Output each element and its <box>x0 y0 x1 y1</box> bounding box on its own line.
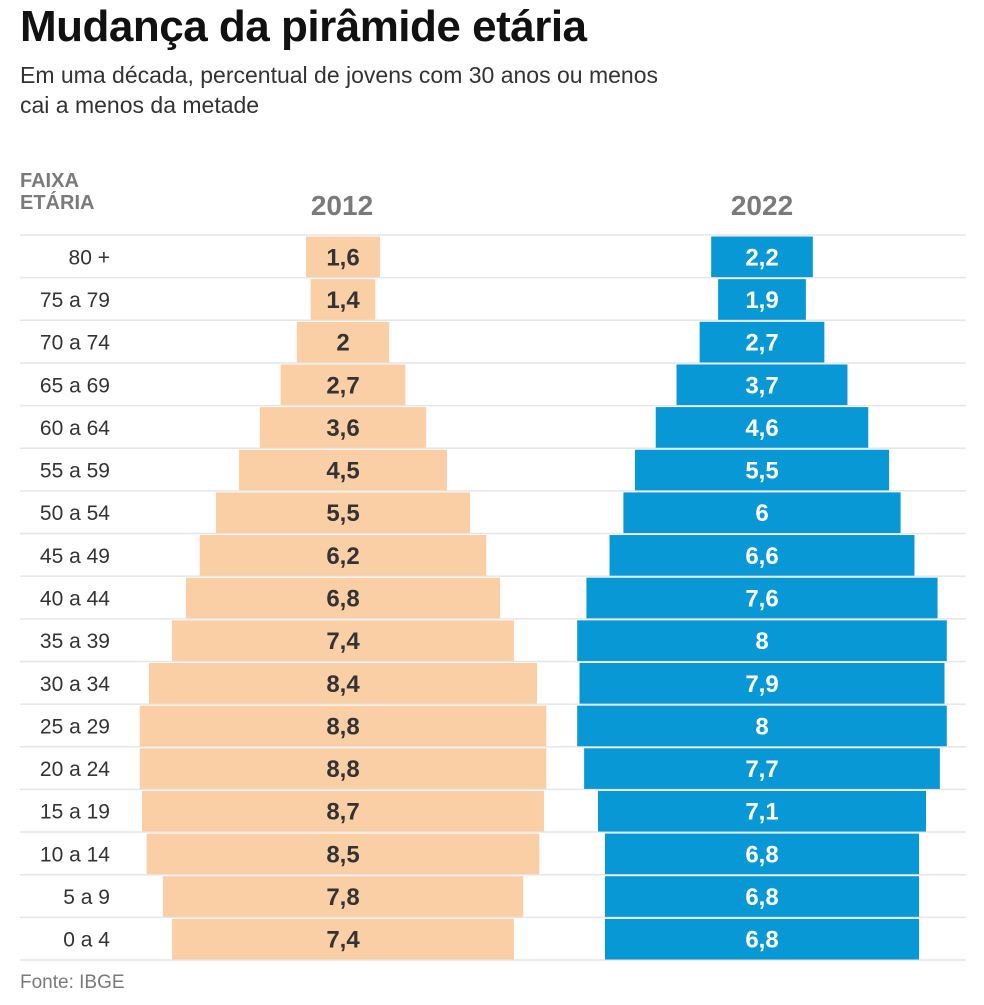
data-label-2012: 8,4 <box>326 671 360 698</box>
category-label: 80 + <box>69 246 110 269</box>
bar-2022 <box>597 790 927 832</box>
data-label-2012: 5,5 <box>326 500 359 527</box>
bar-2022 <box>586 577 938 619</box>
data-label-2012: 8,5 <box>326 841 359 868</box>
data-label-2012: 7,4 <box>326 927 360 954</box>
category-label: 15 a 19 <box>40 801 110 824</box>
bar-2012 <box>185 577 501 619</box>
bar-2022 <box>676 364 848 406</box>
data-label-2022: 3,7 <box>745 372 778 399</box>
data-label-2012: 6,2 <box>326 543 359 570</box>
data-label-2012: 2,7 <box>326 372 359 399</box>
data-label-2012: 2 <box>336 330 349 357</box>
data-label-2022: 1,9 <box>745 287 778 314</box>
data-label-2012: 6,8 <box>326 586 359 613</box>
bar-2012 <box>310 279 376 320</box>
data-label-2022: 7,7 <box>745 756 778 783</box>
chart-subtitle: Em uma década, percentual de jovens com … <box>20 62 658 118</box>
bar-2022 <box>711 236 813 278</box>
bar-2022 <box>577 705 947 747</box>
source-note: Fonte: IBGE <box>20 972 125 993</box>
data-label-2022: 7,9 <box>745 671 778 698</box>
bar-2012 <box>199 535 487 576</box>
bar-2022 <box>604 833 920 875</box>
data-label-2022: 4,6 <box>745 415 778 442</box>
category-axis-header-line1: FAIXA <box>20 170 79 192</box>
data-label-2022: 6,8 <box>745 884 778 911</box>
series-header-2022: 2022 <box>730 190 794 221</box>
category-label: 25 a 29 <box>40 715 110 738</box>
bar-2012 <box>139 705 547 747</box>
category-label: 10 a 14 <box>40 843 110 866</box>
bar-2012 <box>172 620 514 661</box>
bar-2012 <box>146 833 540 875</box>
category-label: 5 a 9 <box>63 886 110 909</box>
data-label-2012: 8,7 <box>326 799 359 826</box>
data-label-2012: 8,8 <box>326 713 359 740</box>
data-label-2022: 6,8 <box>745 927 778 954</box>
data-label-2012: 7,8 <box>326 884 359 911</box>
bar-2012 <box>139 748 547 789</box>
bar-2022 <box>699 321 825 363</box>
chart-title: Mudança da pirâmide etária <box>20 2 587 51</box>
data-label-2022: 2,2 <box>745 244 778 271</box>
bar-2022 <box>609 535 915 576</box>
category-label: 50 a 54 <box>40 502 110 525</box>
category-label: 40 a 44 <box>40 588 110 611</box>
bar-2012 <box>306 236 380 278</box>
bar-2022 <box>623 492 901 534</box>
data-label-2012: 8,8 <box>326 756 359 783</box>
bar-2022 <box>577 620 947 661</box>
bar-2012 <box>142 790 544 832</box>
series-header-2012: 2012 <box>310 190 374 221</box>
data-label-2022: 8 <box>755 628 768 655</box>
bar-2022 <box>718 279 806 320</box>
data-label-2012: 1,6 <box>326 244 359 271</box>
category-label: 20 a 24 <box>40 758 110 781</box>
bar-2022 <box>604 876 920 917</box>
category-label: 70 a 74 <box>40 332 110 355</box>
bar-2012 <box>162 876 524 917</box>
category-label: 45 a 49 <box>40 545 110 568</box>
data-label-2022: 6 <box>755 500 768 527</box>
bar-2022 <box>634 449 890 491</box>
bar-2012 <box>280 364 406 406</box>
bar-2022 <box>584 748 940 789</box>
bar-2012 <box>148 662 538 704</box>
bar-2022 <box>604 918 920 960</box>
bar-2022 <box>655 407 869 448</box>
category-axis-header: FAIXA ETÁRIA <box>20 170 94 214</box>
category-label: 65 a 69 <box>40 374 110 397</box>
bar-2012 <box>172 918 514 960</box>
data-label-2022: 5,5 <box>745 458 778 485</box>
category-label: 30 a 34 <box>40 673 110 696</box>
data-label-2012: 3,6 <box>326 415 359 442</box>
data-label-2012: 1,4 <box>326 287 360 314</box>
data-label-2022: 7,1 <box>745 799 778 826</box>
bar-2012 <box>259 407 427 448</box>
data-label-2022: 7,6 <box>745 586 778 613</box>
data-label-2012: 4,5 <box>326 458 359 485</box>
data-label-2022: 8 <box>755 713 768 740</box>
bar-2022 <box>579 662 945 704</box>
category-label: 55 a 59 <box>40 460 110 483</box>
data-label-2022: 6,8 <box>745 841 778 868</box>
category-label: 60 a 64 <box>40 417 110 440</box>
bar-2012 <box>296 321 390 363</box>
category-label: 75 a 79 <box>40 289 110 312</box>
category-axis-header-line2: ETÁRIA <box>20 192 95 214</box>
data-label-2022: 6,6 <box>745 543 778 570</box>
category-label: 35 a 39 <box>40 630 110 653</box>
bar-2012 <box>215 492 471 534</box>
data-label-2012: 7,4 <box>326 628 360 655</box>
bar-2012 <box>239 449 447 491</box>
data-label-2022: 2,7 <box>745 330 778 357</box>
category-label: 0 a 4 <box>63 929 110 952</box>
